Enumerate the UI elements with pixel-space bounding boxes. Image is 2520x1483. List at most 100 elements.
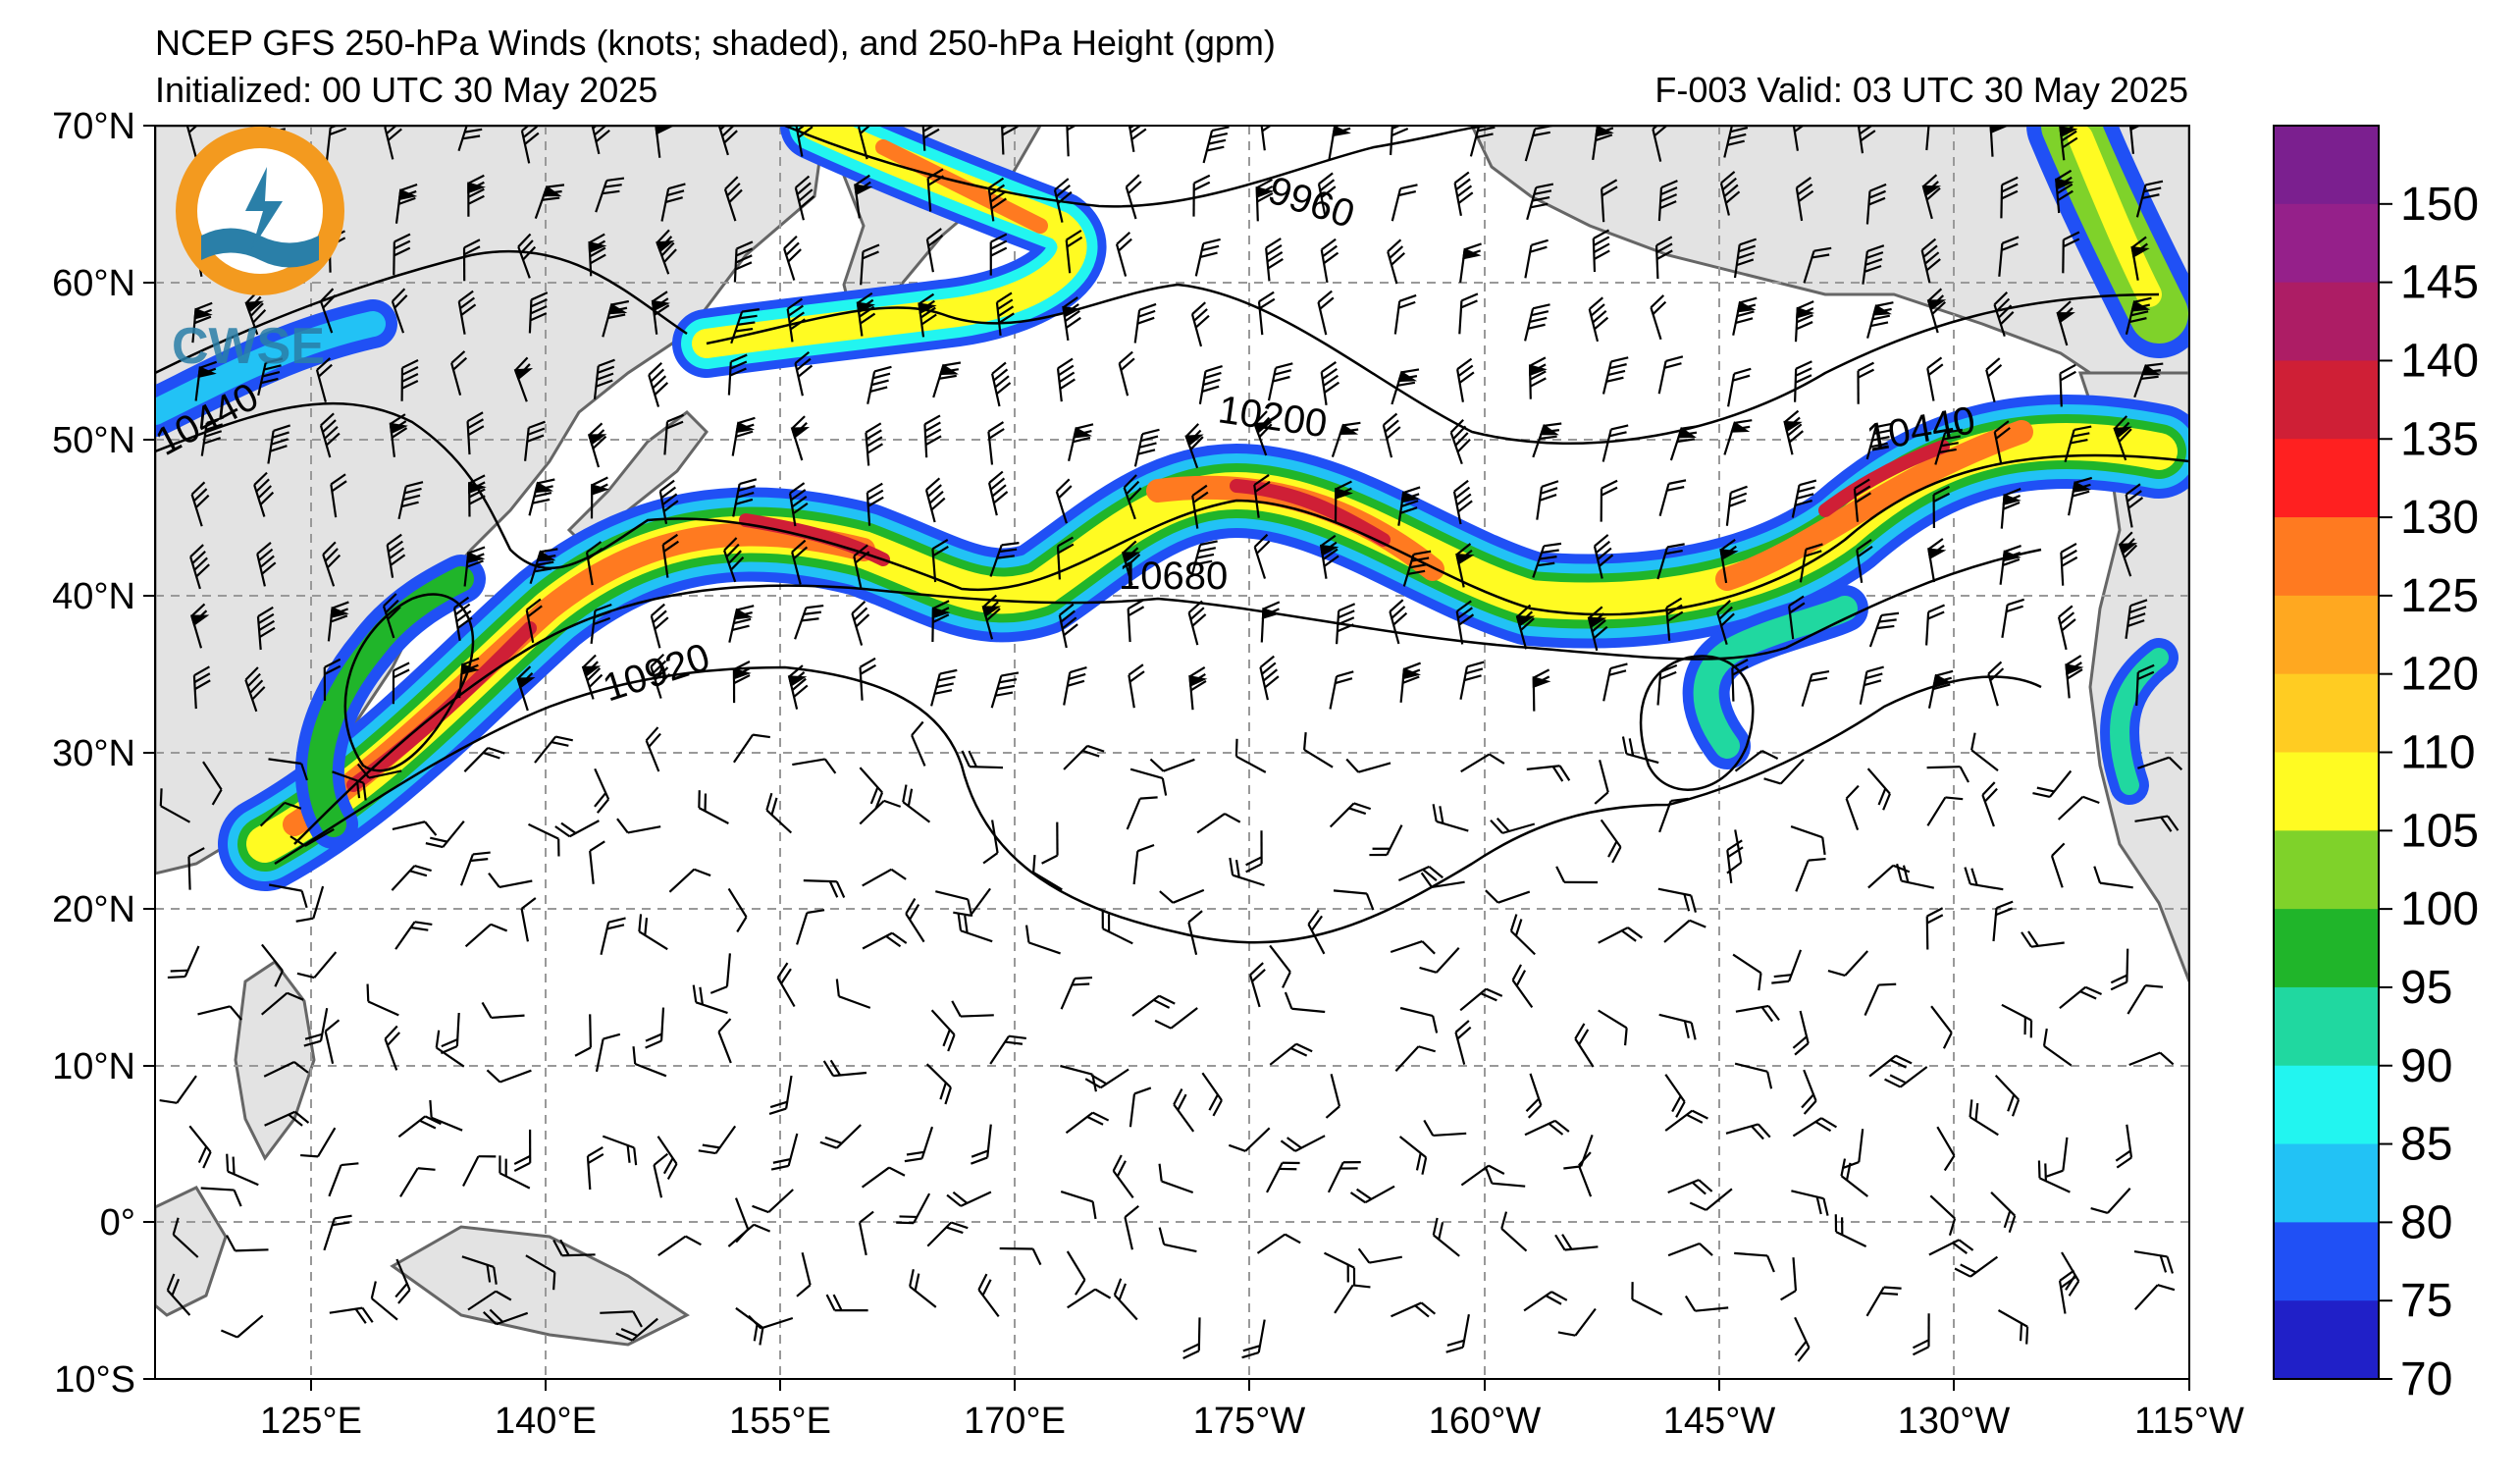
wind-barb [645, 1007, 665, 1049]
wind-barb [1265, 238, 1284, 282]
lat-label: 10°S [54, 1359, 135, 1401]
wind-barb [2068, 476, 2093, 516]
wind-barb [2135, 180, 2164, 218]
wind-barb [989, 542, 1020, 577]
wind-barb [1202, 126, 1230, 164]
wind-barb [1523, 1291, 1568, 1312]
wind-barb [860, 243, 880, 286]
wind-barb [896, 1192, 931, 1225]
wind-barb [1284, 991, 1326, 1014]
wind-barb [1557, 1307, 1597, 1337]
wind-barb [1664, 1109, 1708, 1132]
wind-barb [791, 539, 809, 585]
wind-barb [1327, 1161, 1361, 1193]
wind-barb [1127, 126, 1147, 152]
wind-barb [1594, 760, 1609, 805]
wind-barb [1867, 864, 1911, 889]
wind-barb [1665, 597, 1684, 641]
wind-barb [727, 353, 748, 396]
colorbar-swatch [2274, 203, 2379, 284]
wind-barb [1331, 421, 1361, 457]
wind-barb [464, 923, 508, 948]
lat-label: 30°N [52, 733, 135, 774]
wind-barb [859, 657, 876, 701]
wind-barb [1621, 736, 1659, 765]
wind-barb [668, 868, 711, 893]
wind-barb [303, 1007, 329, 1047]
wind-barb [1990, 1192, 2017, 1234]
wind-barb [2050, 842, 2066, 888]
wind-barb [1866, 768, 1891, 811]
colorbar-label: 75 [2400, 1275, 2452, 1327]
wind-barb [1866, 301, 1894, 339]
wind-barb [1763, 758, 1805, 785]
wind-barb [2000, 176, 2019, 219]
wind-barb [392, 821, 438, 836]
wind-barb [1266, 1161, 1300, 1193]
wind-barb [658, 479, 679, 525]
wind-barb [1334, 1284, 1371, 1314]
wind-barb [1794, 360, 1812, 402]
wind-barb [1524, 238, 1549, 279]
wind-barb [394, 1258, 411, 1304]
wind-barb [1000, 126, 1019, 155]
cwse-logo: CWSE [172, 127, 344, 375]
wind-barb [1723, 126, 1750, 158]
initialized-time: Initialized: 00 UTC 30 May 2025 [155, 70, 658, 110]
contour-10440 [155, 401, 2189, 616]
wind-barb [269, 883, 308, 909]
wind-barb [1791, 479, 1817, 518]
wind-barb [663, 413, 684, 455]
wind-barb [1319, 534, 1339, 579]
wind-barb [393, 233, 411, 276]
wind-barb [1856, 539, 1873, 583]
wind-barb [319, 288, 337, 334]
wind-barb [1391, 1301, 1437, 1318]
lat-label: 0° [100, 1202, 135, 1244]
colorbar-label: 135 [2400, 413, 2479, 465]
wind-barb [1997, 1309, 2029, 1345]
wind-barb [220, 1314, 264, 1339]
wind-barb [1631, 1282, 1663, 1316]
wind-barb [1399, 1006, 1439, 1033]
wind-barb [794, 175, 815, 221]
wind-barb [1896, 863, 1935, 889]
wind-barb [554, 820, 600, 838]
wind-barb [796, 909, 825, 945]
wind-barb [459, 851, 491, 886]
wind-barb [1925, 604, 1945, 646]
wind-barb [253, 471, 275, 517]
wind-barb [902, 784, 931, 823]
wind-barb [1788, 595, 1806, 640]
wind-barb [1726, 839, 1744, 884]
wind-barb [1734, 1251, 1775, 1273]
wind-barb [528, 291, 549, 334]
wind-barb [991, 361, 1012, 407]
wind-barb [1593, 534, 1614, 579]
wind-barb [1101, 911, 1133, 945]
wind-barb [1320, 361, 1340, 405]
wind-barb [931, 600, 951, 643]
wind-barb [1780, 1257, 1798, 1301]
wind-barb [765, 792, 793, 834]
wind-barb [394, 921, 433, 950]
wind-barb [790, 415, 811, 461]
colorbar-swatch [2274, 830, 2379, 910]
wind-barb [295, 885, 325, 923]
wind-barb [524, 420, 546, 461]
wind-barb [384, 1025, 400, 1071]
colorbar-ticks [2379, 202, 2392, 1380]
wind-barb [257, 357, 284, 397]
wind-barb [1998, 236, 2020, 277]
wind-barb [732, 661, 752, 704]
wind-barb [325, 126, 347, 162]
wind-barb [1453, 171, 1474, 217]
wind-barb [1449, 419, 1471, 465]
lon-label: 170°E [964, 1401, 1066, 1442]
wind-barb [2059, 985, 2103, 1010]
chart-title: NCEP GFS 250-hPa Winds (knots; shaded), … [155, 23, 1276, 63]
wind-barb [1269, 1042, 1313, 1066]
wind-barb [1926, 288, 1947, 334]
wind-barb [1402, 550, 1432, 587]
wind-barb [520, 897, 537, 942]
